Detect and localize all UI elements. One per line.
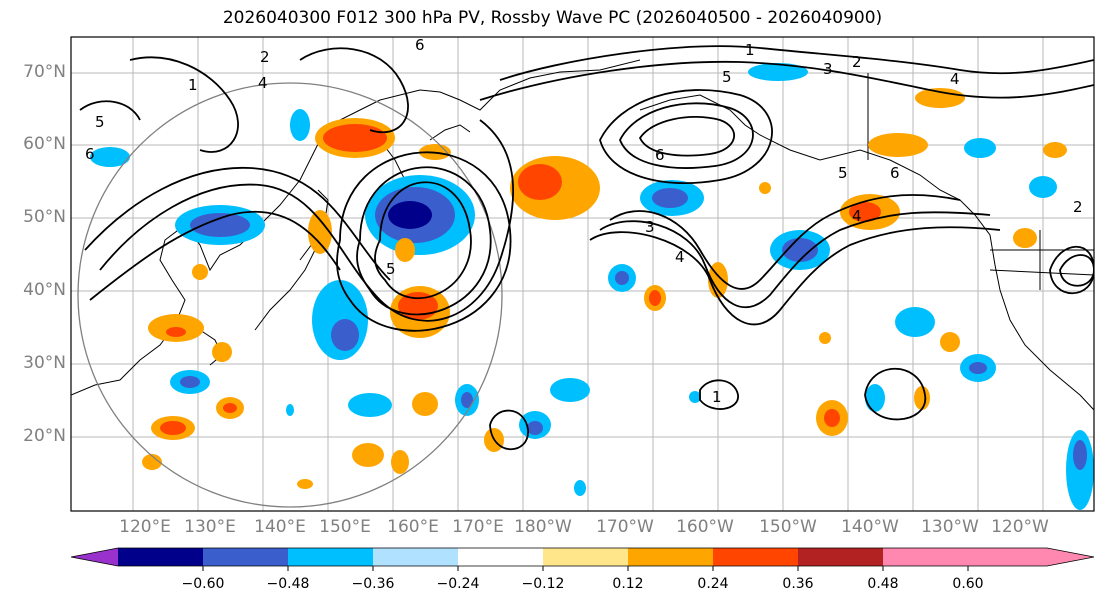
contour-label: 2 [260,48,270,66]
contour-label: 5 [386,260,396,278]
lon-label: 170°E [452,517,504,537]
colorbar-bin [883,548,968,566]
contour-label: 6 [85,145,95,163]
colorbar-tick-label: −0.48 [266,576,310,592]
map-frame [70,36,1095,512]
colorbar-tick-label: 0.60 [952,576,984,592]
lon-label: 120°W [991,517,1049,537]
contour-label: 4 [852,207,862,225]
lon-label: 180°W [514,517,572,537]
contour-label: 2 [1073,198,1083,216]
colorbar-bin [543,548,628,566]
lat-label: 40°N [23,280,66,300]
colorbar-extend-low [71,548,118,566]
lon-label: 130°E [184,517,236,537]
colorbar-bin [798,548,883,566]
contour-label: 3 [645,218,655,236]
colorbar [70,547,1095,571]
negative-anomalies [90,63,1094,510]
lat-label: 20°N [23,426,66,446]
contour-label: 5 [722,68,732,86]
colorbar-bin [118,548,203,566]
contour-label: 4 [950,70,960,88]
contour-label: 4 [675,248,685,266]
colorbar-tick-label: 0.12 [612,576,644,592]
contour-label: 1 [188,76,198,94]
colorbar-tick-label: 0.24 [697,576,729,592]
contour-label: 5 [838,164,848,182]
colorbar-bin [628,548,713,566]
contour-label: 1 [745,41,755,59]
contour-label: 3 [823,60,833,78]
contour-label: 1 [712,388,722,406]
map-background [71,37,1094,511]
lat-label: 60°N [23,134,66,154]
lat-label: 30°N [23,353,66,373]
positive-anomalies [142,88,1067,489]
colorbar-outline [70,547,1095,567]
lon-label: 160°W [676,517,734,537]
colorbar-bin [458,548,543,566]
colorbar-tick-label: −0.12 [521,576,565,592]
colorbar-tick-label: −0.36 [351,576,395,592]
colorbar-bin [288,548,373,566]
contour-label-group: 1 2 3 4 5 6 4 5 6 1 2 3 4 5 6 1 4 5 6 2 [85,36,1083,406]
lon-label: 140°W [841,517,899,537]
contour-label: 2 [852,53,862,71]
map-title: 2026040300 F012 300 hPa PV, Rossby Wave … [222,8,883,28]
colorbar-bin [203,548,288,566]
lon-label: 150°E [319,517,371,537]
colorbar-tickmarks [202,566,969,571]
colorbar-tick-label: −0.60 [181,576,225,592]
colorbar-tick-label: 0.48 [867,576,899,592]
lat-label: 70°N [23,62,66,82]
colorbar-extend-high [968,548,1094,566]
colorbar-tick-label: −0.24 [436,576,480,592]
contour-label: 4 [258,74,268,92]
contour-label: 6 [655,146,665,164]
lon-label: 150°W [759,517,817,537]
colorbar-bin [373,548,458,566]
lon-label: 120°E [119,517,171,537]
colorbar-bin [713,548,798,566]
reference-circle [77,82,503,508]
lat-label: 50°N [23,207,66,227]
contour-label: 6 [890,164,900,182]
lon-label: 130°W [921,517,979,537]
lon-label: 140°E [254,517,306,537]
pv-contours [79,45,1094,451]
lon-label: 170°W [596,517,654,537]
contour-label: 6 [415,36,425,54]
contour-label: 5 [95,113,105,131]
colorbar-tick-label: 0.36 [782,576,814,592]
graticule [71,37,1094,511]
lon-label: 160°E [387,517,439,537]
